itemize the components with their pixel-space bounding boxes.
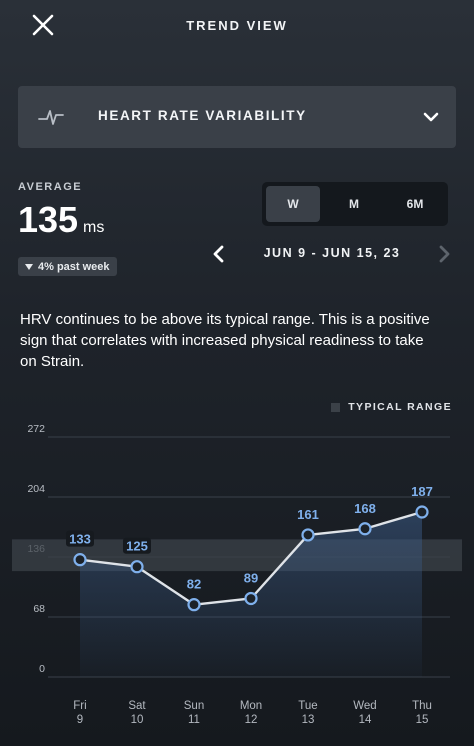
close-button[interactable] (30, 12, 56, 38)
x-tick-day: Thu (412, 700, 432, 712)
chart-legend: TYPICAL RANGE (331, 401, 452, 413)
series-area (80, 512, 422, 677)
delta-badge: 4% past week (18, 257, 117, 276)
legend-label: TYPICAL RANGE (348, 401, 452, 413)
tab-week[interactable]: W (266, 186, 320, 222)
metric-label: HEART RATE VARIABILITY (98, 108, 307, 123)
data-label: 82 (187, 577, 201, 592)
data-label: 168 (354, 501, 376, 516)
x-tick-day: Wed (353, 700, 376, 712)
hrv-pulse-icon (38, 110, 64, 125)
data-label: 125 (126, 539, 148, 554)
x-tick-day: Sat (128, 700, 146, 712)
close-icon (32, 14, 54, 36)
prev-range-button[interactable] (209, 244, 229, 264)
x-tick-date: 10 (131, 714, 144, 726)
y-tick-label: 204 (27, 483, 45, 495)
x-tick-date: 9 (77, 714, 83, 726)
data-label: 161 (297, 507, 319, 522)
page-title: TREND VIEW (186, 18, 288, 33)
x-tick-date: 11 (188, 714, 200, 726)
tab-six-months[interactable]: 6M (406, 197, 424, 211)
data-label-bg (66, 530, 94, 547)
data-point (73, 553, 87, 567)
x-tick-day: Mon (240, 700, 262, 712)
x-tick-day: Fri (73, 700, 86, 712)
y-tick-label: 272 (27, 423, 45, 435)
x-tick-day: Tue (298, 700, 317, 712)
x-tick-date: 12 (245, 714, 258, 726)
chevron-down-icon (423, 112, 439, 122)
data-point (244, 591, 258, 606)
delta-text: 4% past week (38, 260, 110, 273)
data-label: 89 (244, 570, 258, 585)
data-point (301, 528, 315, 542)
next-range-button[interactable] (434, 244, 454, 264)
data-label-bg (123, 537, 151, 554)
average-label: AVERAGE (18, 181, 83, 193)
chevron-left-icon (213, 245, 224, 263)
hrv-line-chart: 0681362042721331258289161168187Fri9Sat10… (12, 423, 462, 726)
trend-summary: HRV continues to be above its typical ra… (20, 311, 430, 370)
x-tick-date: 15 (416, 714, 429, 726)
data-point (187, 598, 201, 612)
average-value: 135 (18, 199, 79, 240)
x-tick-date: 14 (359, 714, 372, 726)
range-segmented-control: W M 6M (262, 182, 448, 226)
metric-selector[interactable]: HEART RATE VARIABILITY (18, 86, 456, 148)
data-point (358, 522, 372, 536)
triangle-down-icon (25, 263, 33, 270)
data-point (415, 505, 429, 519)
data-point (130, 560, 144, 574)
chevron-right-icon (439, 245, 450, 263)
y-tick-label: 68 (33, 603, 45, 615)
x-tick-date: 13 (302, 714, 315, 726)
data-label: 187 (411, 484, 433, 499)
tab-month[interactable]: M (349, 197, 359, 211)
date-range-label: JUN 9 - JUN 15, 23 (263, 246, 401, 260)
average-unit: ms (83, 219, 105, 236)
x-tick-day: Sun (184, 700, 204, 712)
data-label: 133 (69, 532, 91, 547)
y-tick-label: 0 (39, 663, 45, 675)
typical-range-swatch (331, 402, 341, 412)
top-bar: TREND VIEW (0, 0, 474, 52)
